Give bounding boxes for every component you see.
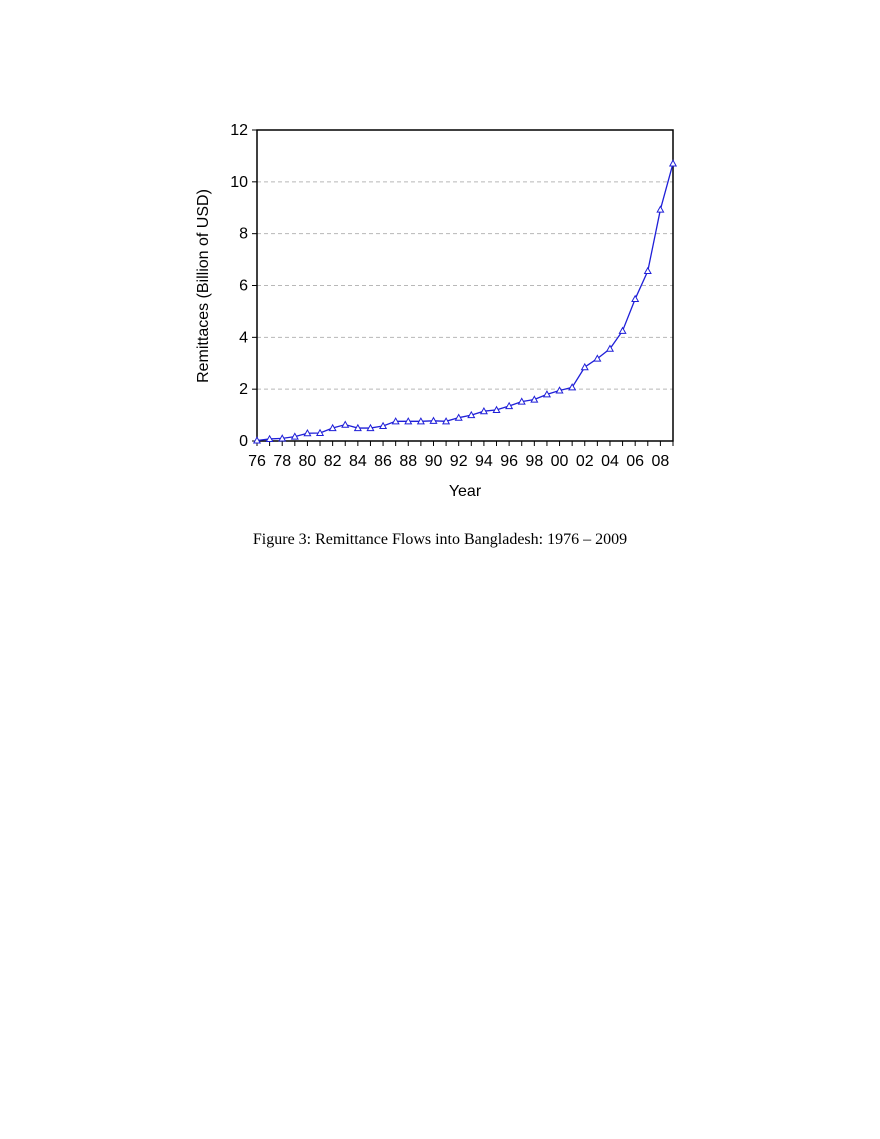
data-point (542, 390, 551, 398)
data-point (568, 383, 577, 391)
data-point (631, 294, 640, 303)
data-point (643, 266, 652, 275)
data-point (341, 420, 350, 428)
series-group (252, 159, 678, 444)
data-point (265, 434, 274, 442)
data-point (656, 205, 665, 213)
x-tick-label: 80 (299, 453, 317, 470)
data-point (467, 410, 476, 419)
data-point (366, 423, 375, 432)
y-tick-label: 6 (239, 278, 248, 295)
data-point (391, 417, 400, 425)
x-axis-label: Year (449, 483, 482, 500)
series-line (256, 163, 674, 442)
y-tick-label: 2 (239, 381, 248, 398)
data-point (315, 428, 325, 437)
y-tick-label: 0 (239, 433, 248, 450)
data-point (328, 423, 337, 432)
data-point (593, 354, 602, 362)
data-point (379, 421, 388, 430)
x-tick-label: 76 (248, 453, 266, 470)
data-point (605, 344, 615, 352)
data-point (668, 159, 678, 167)
x-tick-label: 02 (576, 453, 594, 470)
x-tick-label: 98 (525, 453, 543, 470)
figure-caption: Figure 3: Remittance Flows into Banglade… (252, 531, 628, 548)
data-point (618, 326, 627, 334)
x-tick-label: 78 (273, 453, 291, 470)
data-point (278, 434, 287, 442)
data-point (580, 362, 589, 371)
data-point (454, 413, 463, 421)
x-tick-label: 92 (450, 453, 468, 470)
data-point (555, 386, 564, 394)
x-tick-label: 84 (349, 453, 367, 470)
x-axis: 76 78 80 82 84 86 88 90 92 94 96 98 00 02 04 06 08 (248, 441, 674, 470)
data-point (252, 436, 262, 444)
data-point (303, 428, 312, 437)
y-axis: 0 2 4 6 8 10 12 (230, 122, 257, 450)
data-point (429, 416, 438, 424)
data-point (404, 417, 413, 425)
x-tick-label: 96 (500, 453, 518, 470)
y-tick-label: 4 (239, 329, 248, 346)
y-tick-label: 10 (230, 174, 248, 191)
x-tick-label: 88 (399, 453, 417, 470)
x-tick-label: 06 (626, 453, 644, 470)
data-point (517, 397, 526, 405)
data-point (290, 432, 299, 440)
x-tick-label: 08 (651, 453, 669, 470)
data-point (530, 395, 539, 403)
data-point (505, 401, 514, 410)
data-point (416, 417, 425, 425)
y-tick-label: 12 (230, 122, 248, 139)
x-tick-label: 00 (551, 453, 569, 470)
x-tick-label: 82 (324, 453, 342, 470)
x-tick-label: 94 (475, 453, 493, 470)
data-point (479, 406, 488, 415)
data-point (442, 417, 451, 425)
y-tick-label: 8 (239, 226, 248, 243)
x-tick-label: 86 (374, 453, 392, 470)
y-axis-label: Remittaces (Billion of USD) (195, 189, 212, 383)
grid-lines (257, 181, 673, 390)
data-point (492, 405, 501, 413)
x-tick-label: 04 (601, 453, 619, 470)
data-point (353, 423, 362, 432)
x-tick-label: 90 (425, 453, 443, 470)
